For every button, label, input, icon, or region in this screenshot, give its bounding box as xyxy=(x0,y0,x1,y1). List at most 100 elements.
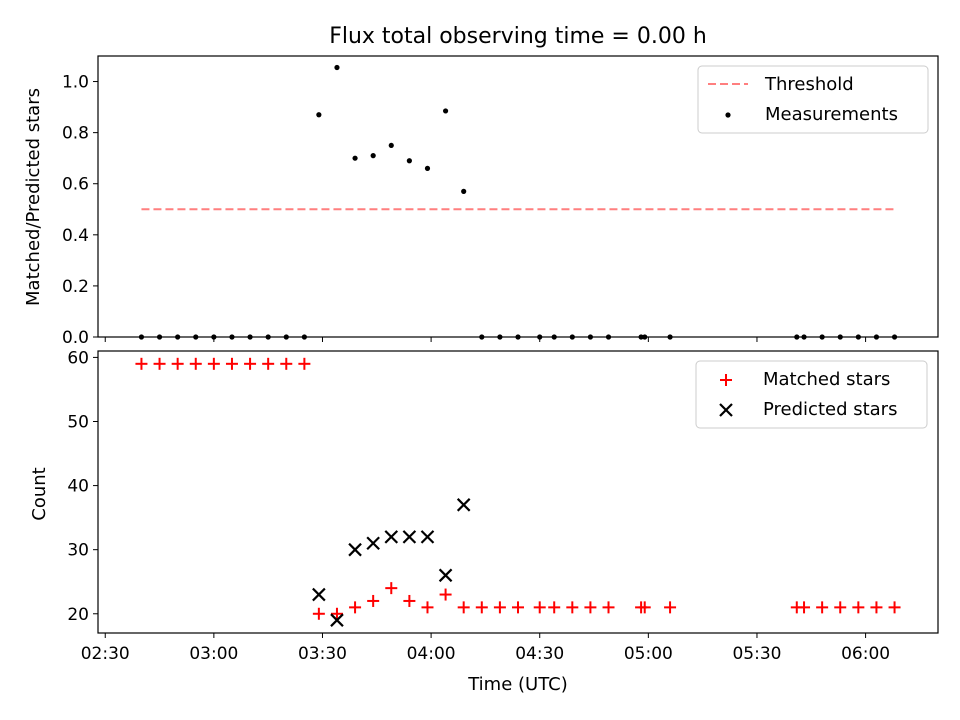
threshold-legend-label: Threshold xyxy=(764,74,854,95)
top-legend-box xyxy=(697,65,929,134)
predicted-star-point xyxy=(402,530,417,544)
top-y-tick-label: 0.4 xyxy=(62,226,89,246)
predicted-star-point xyxy=(456,498,471,512)
bottom-x-tick-label: 02:30 xyxy=(81,644,130,664)
matched-stars-legend-marker xyxy=(720,374,732,386)
measurement-point xyxy=(537,334,543,340)
top-y-tick-label: 0.0 xyxy=(62,328,89,348)
matched-star-point xyxy=(533,601,546,614)
top-y-tick-label: 0.8 xyxy=(62,124,89,144)
measurement-point xyxy=(283,334,289,340)
measurement-point xyxy=(229,334,235,340)
measurement-point xyxy=(442,108,449,114)
measurement-point xyxy=(819,334,825,340)
measurement-point xyxy=(569,334,575,340)
matched-star-point xyxy=(262,357,275,370)
matched-star-point xyxy=(225,357,238,370)
matched-star-point xyxy=(870,601,883,614)
matched-star-point xyxy=(403,594,416,607)
matched-star-point xyxy=(280,357,293,370)
bottom-legend-box xyxy=(695,360,928,429)
top-y-tick-label: 0.2 xyxy=(62,277,89,297)
bottom-y-axis-label: Count xyxy=(29,467,50,520)
measurement-point xyxy=(515,334,521,340)
measurement-point xyxy=(388,142,394,149)
matched-star-point xyxy=(798,601,811,614)
measurement-point xyxy=(424,165,431,171)
predicted-star-point xyxy=(384,530,399,544)
top-legend: Threshold Measurements xyxy=(697,65,929,134)
matched-star-point xyxy=(153,357,166,370)
measurement-point xyxy=(352,155,358,161)
matched-star-point xyxy=(244,357,257,370)
matched-star-point xyxy=(312,607,325,620)
measurement-point xyxy=(873,334,880,340)
predicted-star-point xyxy=(438,568,453,583)
bottom-y-tick-label: 50 xyxy=(67,413,89,433)
matched-star-point xyxy=(330,607,343,620)
bottom-x-tick-label: 04:00 xyxy=(407,644,456,664)
matched-star-point xyxy=(548,601,561,614)
bottom-x-tick-label: 06:00 xyxy=(841,644,890,664)
matched-star-point xyxy=(421,601,434,614)
measurement-point xyxy=(667,334,673,340)
measurement-point xyxy=(551,334,557,340)
bottom-y-tick-label: 30 xyxy=(67,541,89,561)
matched-star-point xyxy=(512,601,524,614)
bottom-y-tick-label: 60 xyxy=(67,348,89,368)
matched-star-point xyxy=(852,601,865,614)
matched-star-point xyxy=(207,357,220,370)
matched-star-point xyxy=(135,357,148,370)
matched-star-point xyxy=(171,357,184,370)
top-y-axis-label: Matched/Predicted stars xyxy=(23,88,44,306)
measurement-point xyxy=(211,334,217,340)
measurements-legend-label: Measurements xyxy=(765,104,898,125)
measurement-point xyxy=(301,334,307,340)
measurement-point xyxy=(461,188,467,194)
measurement-point xyxy=(334,64,340,71)
matched-star-point xyxy=(349,601,362,614)
predicted-star-point xyxy=(420,530,435,544)
measurement-point xyxy=(855,334,861,340)
matched-star-point xyxy=(888,601,901,614)
matched-star-point xyxy=(584,601,597,614)
chart-title: Flux total observing time = 0.00 h xyxy=(329,24,707,49)
measurement-point xyxy=(605,334,612,340)
matched-star-point xyxy=(664,601,677,614)
matched-star-point xyxy=(385,582,398,595)
matched-stars-legend-label: Matched stars xyxy=(763,369,890,390)
matched-star-point xyxy=(439,588,452,601)
predicted-stars-legend-glyph xyxy=(719,403,733,417)
matched-star-point xyxy=(457,601,470,614)
measurement-point xyxy=(479,334,485,340)
matched-star-point xyxy=(566,601,579,614)
measurement-point xyxy=(891,334,898,340)
matched-star-point xyxy=(816,601,829,614)
measurement-point xyxy=(497,334,503,340)
bottom-x-tick-label: 05:00 xyxy=(624,644,673,664)
measurement-point xyxy=(406,158,412,164)
measurement-point xyxy=(138,334,145,340)
bottom-x-tick-label: 05:30 xyxy=(732,644,781,664)
measurements-legend-marker xyxy=(725,112,731,118)
measurement-point xyxy=(316,112,322,118)
matched-star-point xyxy=(834,601,847,614)
matched-star-point xyxy=(602,601,615,614)
bottom-y-tick-label: 20 xyxy=(67,605,89,625)
measurement-point xyxy=(156,334,163,340)
predicted-stars-legend-label: Predicted stars xyxy=(763,399,897,420)
matched-stars-legend-glyph xyxy=(720,374,732,386)
x-axis-label: Time (UTC) xyxy=(467,674,568,695)
predicted-star-point xyxy=(366,536,380,551)
bottom-panel: 20 30 40 50 60 02:30 03:00 03:30 04:00 04:30 05:0… xyxy=(29,348,939,695)
bottom-legend: Matched stars Predicted stars xyxy=(695,360,928,429)
measurement-point xyxy=(837,334,843,340)
measurement-point xyxy=(638,334,644,340)
matched-star-point xyxy=(298,357,311,370)
matched-star-point xyxy=(367,594,380,607)
predicted-stars-legend-marker xyxy=(719,403,733,417)
measurement-point xyxy=(265,334,271,340)
bottom-x-tick-label: 04:30 xyxy=(515,644,564,664)
matched-star-point xyxy=(638,601,651,614)
